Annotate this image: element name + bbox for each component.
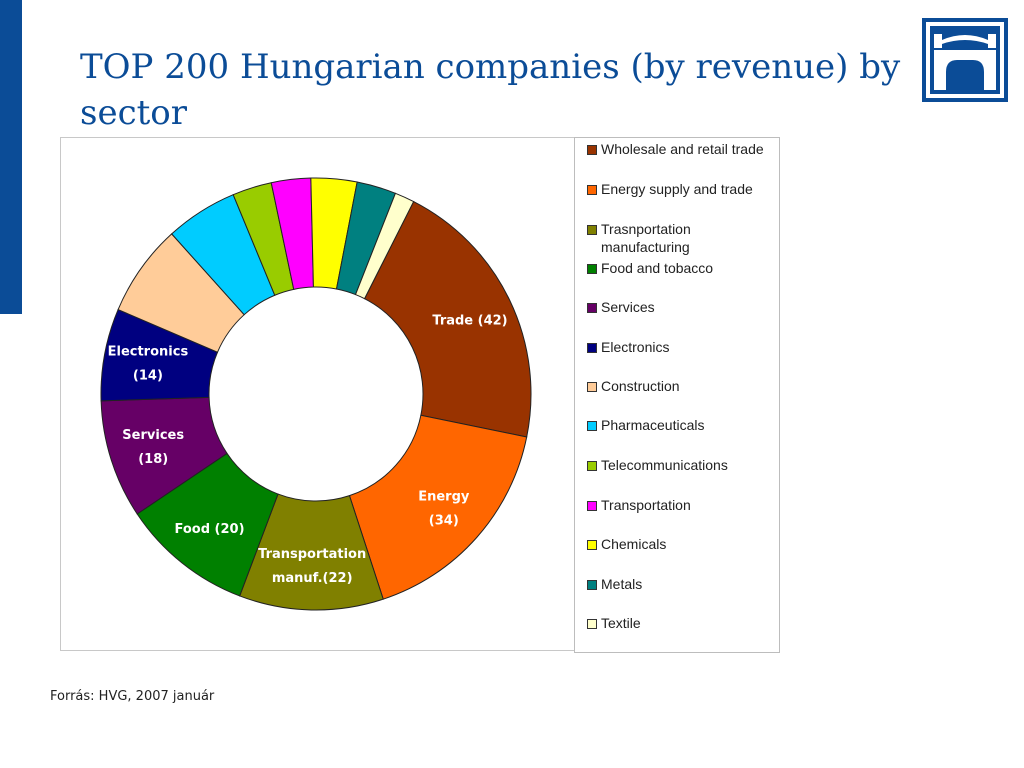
chart-legend: Wholesale and retail trade Energy supply … (574, 137, 780, 653)
legend-item: Telecommunications (587, 456, 781, 474)
bridge-logo-icon (922, 18, 1008, 102)
legend-item: Transportation (587, 496, 781, 514)
slice-label-4: Services (18) (122, 428, 184, 467)
slice-0 (363, 200, 532, 438)
legend-item: Textile (587, 614, 781, 632)
legend-label: Wholesale and retail trade (601, 141, 764, 157)
legend-swatch (587, 619, 597, 629)
legend-label: Telecommunications (601, 457, 728, 473)
slice-label-3: Food (20) (174, 522, 244, 537)
legend-item: Metals (587, 575, 781, 593)
legend-item: Wholesale and retail trade (587, 140, 781, 158)
left-accent-bar (0, 0, 22, 314)
legend-item: Services (587, 298, 781, 316)
legend-swatch (587, 580, 597, 590)
slice-12 (354, 192, 415, 300)
legend-label: Services (601, 299, 655, 315)
legend-swatch (587, 303, 597, 313)
legend-label: Transportation (601, 497, 691, 513)
legend-label: Trasnportation manufacturing (601, 221, 691, 255)
slice-1 (348, 414, 528, 600)
legend-item: Chemicals (587, 535, 781, 553)
slice-label-2: Transportation manuf.(22) (258, 547, 366, 586)
slice-label-0: Trade (42) (432, 314, 507, 329)
page-title: TOP 200 Hungarian companies (by revenue)… (80, 47, 901, 133)
legend-label: Electronics (601, 339, 670, 355)
legend-label: Textile (601, 615, 641, 631)
legend-label: Energy supply and trade (601, 181, 753, 197)
slice-label-5: Electronics (14) (108, 345, 189, 384)
legend-swatch (587, 343, 597, 353)
legend-label: Metals (601, 576, 643, 592)
legend-label: Pharmaceuticals (601, 417, 705, 433)
slice-label-1: Energy (34) (418, 490, 470, 529)
legend-swatch (587, 540, 597, 550)
legend-swatch (587, 225, 597, 235)
legend-swatch (587, 501, 597, 511)
legend-swatch (587, 264, 597, 274)
legend-swatch (587, 382, 597, 392)
legend-item: Electronics (587, 338, 781, 356)
legend-item: Energy supply and trade (587, 180, 781, 198)
legend-item: Construction (587, 377, 781, 395)
legend-swatch (587, 421, 597, 431)
legend-swatch (587, 145, 597, 155)
legend-label: Chemicals (601, 536, 667, 552)
legend-swatch (587, 185, 597, 195)
legend-label: Food and tobacco (601, 260, 714, 276)
legend-item: Food and tobacco (587, 259, 781, 277)
legend-label: Construction (601, 378, 680, 394)
legend-swatch (587, 461, 597, 471)
source-note: Forrás: HVG, 2007 január (50, 689, 215, 704)
legend-item: Trasnportation manufacturing (587, 220, 781, 256)
legend-item: Pharmaceuticals (587, 416, 781, 434)
